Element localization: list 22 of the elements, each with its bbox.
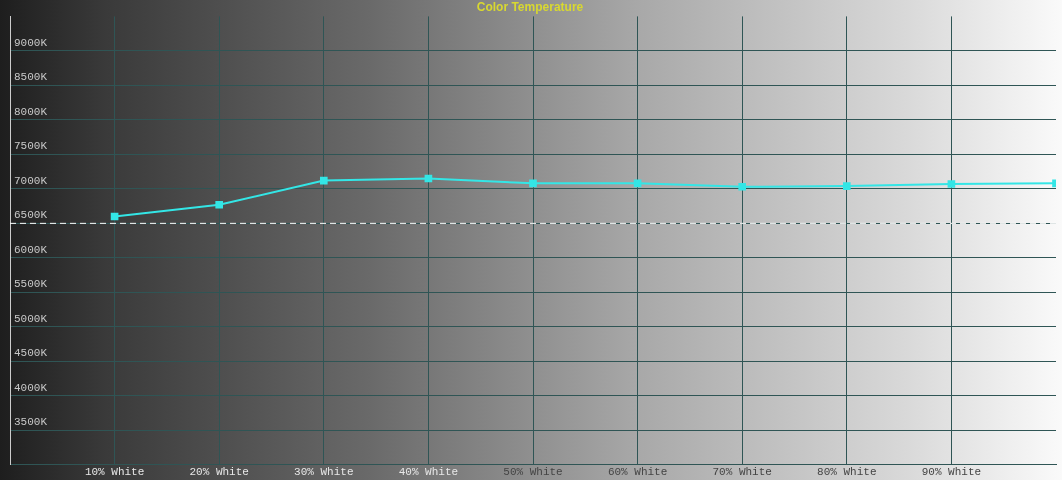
x-tick-label: 60% White: [607, 466, 668, 479]
y-tick-label: 7500K: [14, 140, 48, 153]
y-tick-label: 6000K: [14, 243, 48, 256]
x-tick-label: 70% White: [712, 466, 772, 479]
chart-title: Color Temperature: [476, 0, 584, 14]
y-tick-label: 5000K: [14, 312, 48, 325]
y-tick-label: 4000K: [14, 381, 48, 394]
x-tick-label: 80% White: [817, 466, 877, 479]
y-tick-label: 8000K: [14, 105, 48, 118]
y-tick-label: 8500K: [14, 71, 48, 84]
x-tick-label: 20% White: [189, 466, 249, 479]
x-tick-label: 40% White: [398, 466, 459, 479]
x-tick-label: 30% White: [294, 466, 354, 479]
y-tick-label: 5500K: [14, 278, 48, 291]
x-tick-label: 50% White: [503, 466, 563, 479]
y-tick-label: 3500K: [14, 416, 48, 429]
y-tick-label: 7000K: [14, 174, 48, 187]
y-tick-label: 9000K: [14, 36, 48, 49]
x-tick-label: 10% White: [84, 466, 145, 479]
y-tick-label: 4500K: [14, 347, 48, 360]
y-tick-label: 6500K: [14, 209, 48, 222]
x-tick-label: 90% White: [921, 466, 982, 479]
